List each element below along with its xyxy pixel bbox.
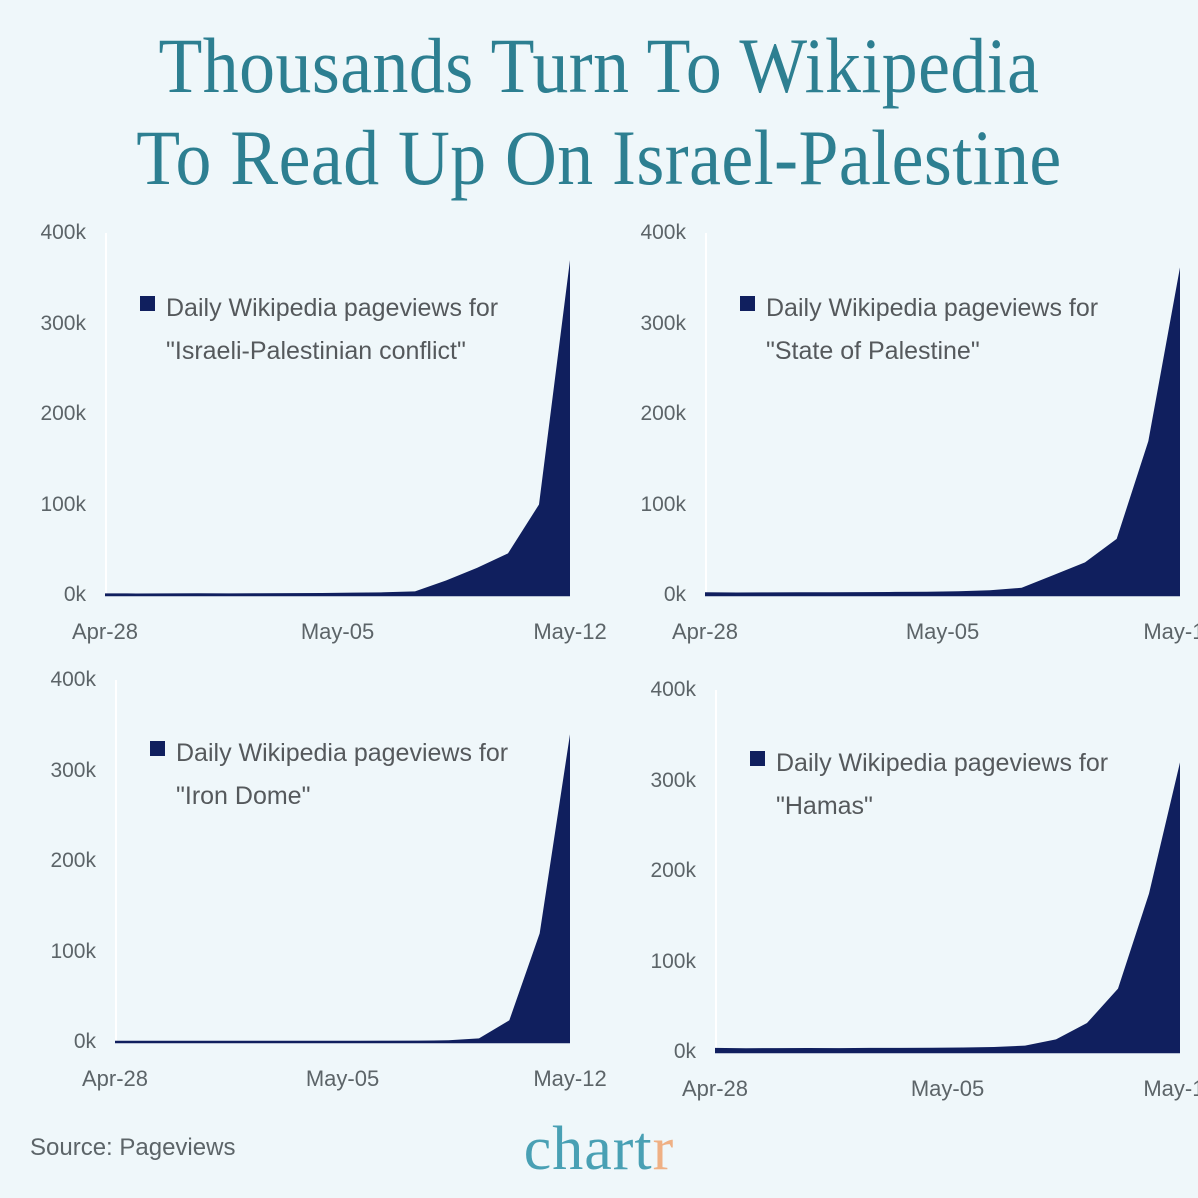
y-axis-tick-label: 100k — [40, 492, 86, 516]
legend-color-swatch — [140, 296, 155, 311]
chartr-logo: chartr — [0, 1114, 1198, 1185]
plot-area — [105, 233, 570, 597]
plot-area — [715, 690, 1180, 1054]
chart-legend: Daily Wikipedia pageviews for "State of P… — [740, 287, 1098, 373]
x-axis-tick-label: May-12 — [1143, 1076, 1198, 1101]
y-axis-tick-label: 100k — [50, 939, 96, 963]
y-axis-tick-label: 0k — [63, 583, 86, 606]
y-axis-tick-label: 200k — [40, 402, 86, 425]
y-axis-tick-label: 400k — [640, 221, 686, 244]
plot-wrap: 0k 100k 200k 300k 400k Apr-28 May-05 May-12 Dail… — [599, 670, 1198, 1105]
y-axis-tick-label: 200k — [640, 402, 686, 425]
chart-grid: 0k 100k 200k 300k 400k Apr-28 May-05 May-12 Dail… — [0, 215, 1198, 1105]
legend-label-line: "Iron Dome" — [176, 782, 311, 810]
x-axis-tick-label: May-05 — [305, 1066, 380, 1091]
y-axis-tick-label: 400k — [50, 668, 96, 691]
legend-label-group: Daily Wikipedia pageviews for "State of P… — [766, 287, 1098, 373]
y-axis-tick-label: 0k — [673, 1040, 696, 1063]
logo-text-primary: chart — [523, 1115, 653, 1183]
legend-label-line: Daily Wikipedia pageviews for — [176, 739, 509, 767]
x-axis-tick-label: Apr-28 — [71, 619, 139, 644]
legend-label-line: Daily Wikipedia pageviews for — [166, 294, 499, 322]
y-axis-tick-label: 200k — [50, 849, 96, 872]
chart-panel-3: 0k 100k 200k 300k 400k Apr-28 May-05 May-12 Dail… — [599, 670, 1198, 1105]
x-axis-tick-label: May-12 — [533, 619, 607, 644]
plot-wrap: 0k 100k 200k 300k 400k Apr-28 May-05 May-12 Dail… — [0, 668, 606, 1105]
plot-wrap: 0k 100k 200k 300k 400k Apr-28 May-05 May-12 Dail… — [599, 215, 1198, 670]
legend-color-swatch — [740, 296, 755, 311]
legend-label-line: Daily Wikipedia pageviews for — [776, 749, 1109, 777]
legend-color-swatch — [150, 741, 165, 756]
plot-area — [115, 680, 570, 1044]
logo-text-accent: r — [652, 1115, 675, 1183]
y-axis-tick-label: 100k — [640, 492, 686, 516]
x-axis-tick-label: May-05 — [300, 619, 375, 644]
footer: Source: Pageviews chartr — [0, 1108, 1198, 1198]
y-axis-tick-label: 200k — [650, 859, 696, 882]
x-axis-tick-label: May-05 — [910, 1076, 985, 1101]
title-line-1: Thousands Turn To Wikipedia — [158, 22, 1040, 109]
legend-label-line: "Israeli-Palestinian conflict" — [166, 337, 466, 365]
x-axis-tick-label: May-12 — [1143, 619, 1198, 644]
y-axis-tick-label: 100k — [650, 949, 696, 973]
chart-panel-2: 0k 100k 200k 300k 400k Apr-28 May-05 May-12 Dail… — [0, 668, 606, 1105]
y-axis-tick-label: 300k — [40, 311, 86, 335]
page-title: Thousands Turn To Wikipedia To Read Up O… — [0, 20, 1198, 204]
y-axis-tick-label: 400k — [40, 221, 86, 244]
chart-legend: Daily Wikipedia pageviews for "Hamas" — [750, 742, 1108, 828]
legend-label-group: Daily Wikipedia pageviews for "Israeli-Pa… — [166, 287, 498, 373]
title-line-2: To Read Up On Israel-Palestine — [136, 114, 1062, 201]
x-axis-tick-label: Apr-28 — [671, 619, 739, 644]
x-axis-tick-label: Apr-28 — [81, 1066, 149, 1091]
x-axis-tick-label: May-05 — [905, 619, 980, 644]
chart-panel-1: 0k 100k 200k 300k 400k Apr-28 May-05 May-12 Dail… — [599, 215, 1198, 670]
legend-label-group: Daily Wikipedia pageviews for "Hamas" — [776, 742, 1108, 828]
legend-label-group: Daily Wikipedia pageviews for "Iron Dome" — [176, 732, 508, 818]
y-axis-tick-label: 300k — [50, 758, 96, 782]
legend-label-line: "State of Palestine" — [766, 337, 980, 365]
y-axis-tick-label: 0k — [73, 1030, 96, 1053]
legend-label-line: Daily Wikipedia pageviews for — [766, 294, 1099, 322]
y-axis-tick-label: 300k — [640, 311, 686, 335]
y-axis-tick-label: 400k — [650, 678, 696, 701]
y-axis-tick-label: 300k — [650, 768, 696, 792]
chart-legend: Daily Wikipedia pageviews for "Iron Dome" — [150, 732, 508, 818]
y-axis-tick-label: 0k — [663, 583, 686, 606]
source-note: Source: Pageviews — [30, 1134, 236, 1161]
plot-area — [705, 233, 1180, 597]
legend-color-swatch — [750, 751, 765, 766]
legend-label-line: "Hamas" — [776, 792, 873, 820]
chart-legend: Daily Wikipedia pageviews for "Israeli-Pa… — [140, 287, 498, 373]
plot-wrap: 0k 100k 200k 300k 400k Apr-28 May-05 May-12 Dail… — [0, 215, 606, 670]
x-axis-tick-label: Apr-28 — [681, 1076, 749, 1101]
chart-panel-0: 0k 100k 200k 300k 400k Apr-28 May-05 May-12 Dail… — [0, 215, 606, 670]
x-axis-tick-label: May-12 — [533, 1066, 607, 1091]
